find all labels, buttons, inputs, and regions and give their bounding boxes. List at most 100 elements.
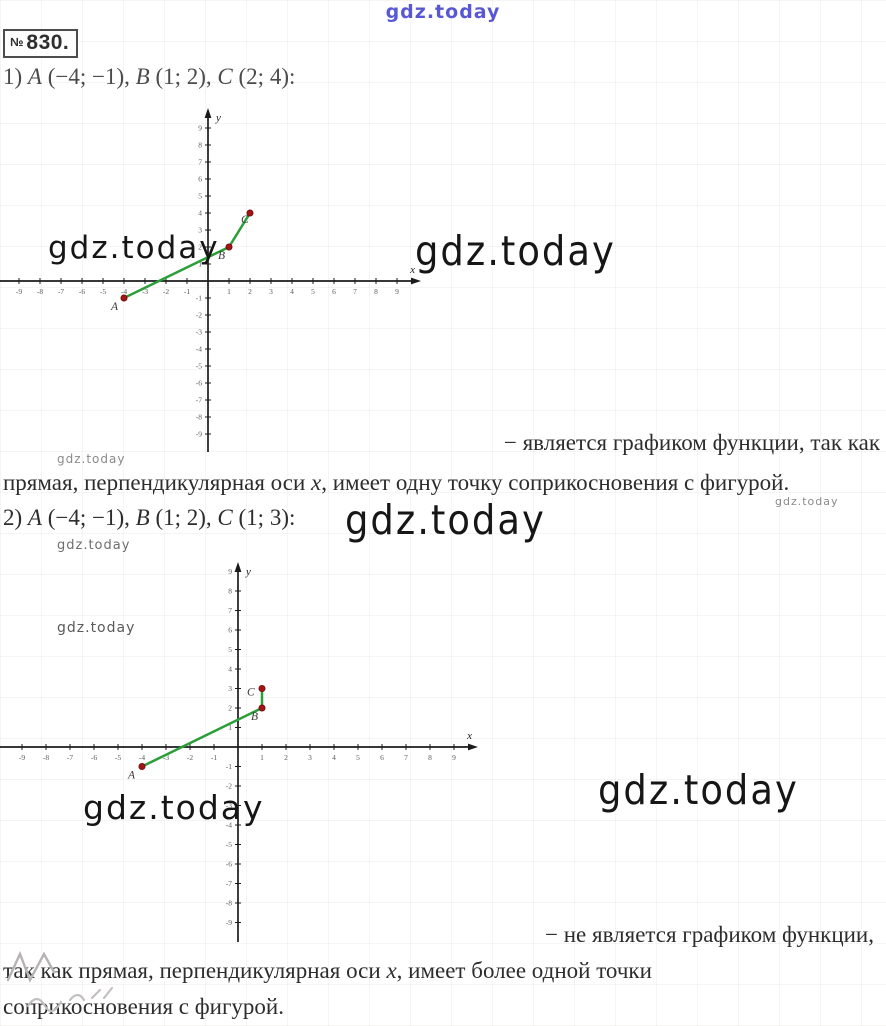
svg-text:-1: -1 (184, 287, 190, 296)
svg-text:-9: -9 (19, 753, 25, 762)
svg-text:6: 6 (332, 287, 336, 296)
svg-text:-6: -6 (226, 860, 232, 869)
problem-number-box: № 830. (3, 29, 79, 58)
svg-text:9: 9 (395, 287, 399, 296)
svg-text:-5: -5 (226, 840, 232, 849)
svg-text:-6: -6 (91, 753, 97, 762)
pencil-zigzag (6, 950, 56, 983)
svg-text:6: 6 (380, 753, 384, 762)
watermark-graph1-left: gdz.today (48, 230, 220, 266)
svg-text:-6: -6 (196, 379, 202, 388)
conclusion-2-line-1: − не является графиком функции, (545, 922, 874, 947)
svg-text:4: 4 (290, 287, 294, 296)
watermark-top: gdz.today (385, 1, 501, 23)
svg-text:-2: -2 (226, 782, 232, 791)
svg-text:-2: -2 (163, 287, 169, 296)
svg-text:2: 2 (248, 287, 252, 296)
watermark-small-1: gdz.today (57, 452, 126, 466)
svg-text:7: 7 (404, 753, 408, 762)
conclusion-1-line-1: − является графиком функции, так как (503, 430, 880, 455)
svg-text:9: 9 (228, 567, 232, 576)
svg-text:2: 2 (198, 243, 202, 252)
svg-text:-8: -8 (43, 753, 49, 762)
svg-text:B: B (251, 711, 258, 723)
svg-text:-4: -4 (226, 821, 232, 830)
svg-text:-1: -1 (211, 753, 217, 762)
svg-text:C: C (241, 214, 249, 226)
svg-text:-7: -7 (58, 287, 64, 296)
svg-text:-5: -5 (196, 362, 202, 371)
svg-text:-9: -9 (226, 918, 232, 927)
conclusion-2-line-3: соприкосновения с фигурой. (3, 994, 284, 1019)
svg-text:2: 2 (284, 753, 288, 762)
watermark-small-2: gdz.today (775, 495, 839, 508)
svg-text:7: 7 (228, 606, 232, 615)
svg-text:-4: -4 (121, 287, 127, 296)
coordinate-plane-2: x y -9 -8 -7 -6 -5 -4 -3 -2 -1 1 2 3 4 5 6 7 8 9 -9 -8 -7 -6 -5 -… (0, 562, 478, 942)
conclusion-2-line-2: так как прямая, перпендикулярная оси x, … (3, 958, 652, 983)
pencil-squiggle (26, 986, 114, 1013)
svg-text:y: y (245, 566, 251, 578)
svg-text:6: 6 (198, 175, 202, 184)
svg-text:-9: -9 (16, 287, 22, 296)
svg-text:8: 8 (374, 287, 378, 296)
svg-text:y: y (215, 112, 221, 124)
svg-text:8: 8 (428, 753, 432, 762)
svg-text:3: 3 (198, 226, 202, 235)
svg-text:4: 4 (228, 665, 232, 674)
problem-2-statement: 2) A (−4; −1), B (1; 2), C (1; 3): (3, 505, 296, 530)
svg-text:-7: -7 (196, 396, 202, 405)
svg-text:5: 5 (228, 645, 232, 654)
svg-text:7: 7 (198, 158, 202, 167)
watermark-small-3: gdz.today (57, 538, 131, 553)
svg-text:A: A (127, 770, 136, 782)
svg-text:3: 3 (228, 684, 232, 693)
watermark-graph1-right: gdz.today (415, 227, 616, 275)
svg-text:-8: -8 (196, 413, 202, 422)
svg-text:1: 1 (228, 723, 232, 732)
svg-text:-1: -1 (196, 294, 202, 303)
svg-text:-2: -2 (196, 311, 202, 320)
watermark-graph2-left: gdz.today (83, 788, 265, 827)
watermark-graph2-right: gdz.today (598, 766, 799, 814)
svg-text:7: 7 (353, 287, 357, 296)
svg-text:3: 3 (269, 287, 273, 296)
svg-text:1: 1 (260, 753, 264, 762)
svg-text:-4: -4 (196, 345, 202, 354)
svg-text:-7: -7 (67, 753, 73, 762)
svg-text:1: 1 (227, 287, 231, 296)
svg-text:C: C (247, 687, 255, 699)
svg-text:-3: -3 (163, 753, 169, 762)
problem-number: 830. (26, 31, 70, 54)
svg-text:4: 4 (332, 753, 336, 762)
svg-text:8: 8 (228, 587, 232, 596)
svg-text:5: 5 (311, 287, 315, 296)
numero-sign: № (10, 35, 24, 49)
svg-text:5: 5 (356, 753, 360, 762)
svg-text:8: 8 (198, 141, 202, 150)
svg-text:-3: -3 (196, 328, 202, 337)
svg-text:x: x (409, 264, 415, 276)
svg-text:5: 5 (198, 192, 202, 201)
svg-text:-4: -4 (139, 753, 145, 762)
svg-text:-5: -5 (115, 753, 121, 762)
svg-text:-7: -7 (226, 879, 232, 888)
svg-text:-9: -9 (196, 430, 202, 439)
svg-text:6: 6 (228, 626, 232, 635)
svg-text:-2: -2 (187, 753, 193, 762)
conclusion-1-line-2: прямая, перпендикулярная оси x, имеет од… (3, 470, 790, 495)
svg-text:-1: -1 (226, 762, 232, 771)
svg-text:-5: -5 (100, 287, 106, 296)
svg-text:B: B (218, 250, 225, 262)
coordinate-plane-1: x y -9 -8 -7 -6 -5 -4 -3 -2 -1 1 2 3 4 5 6 7 8 9 -9 -8 -7 -6 -5 -… (0, 108, 421, 452)
svg-text:-8: -8 (37, 287, 43, 296)
problem-1-statement: 1) A (−4; −1), B (1; 2), C (2; 4): (3, 64, 296, 89)
svg-text:4: 4 (198, 209, 202, 218)
svg-text:A: A (110, 301, 119, 313)
svg-text:x: x (466, 730, 472, 742)
svg-text:3: 3 (308, 753, 312, 762)
svg-text:2: 2 (228, 704, 232, 713)
svg-text:9: 9 (452, 753, 456, 762)
svg-text:9: 9 (198, 124, 202, 133)
